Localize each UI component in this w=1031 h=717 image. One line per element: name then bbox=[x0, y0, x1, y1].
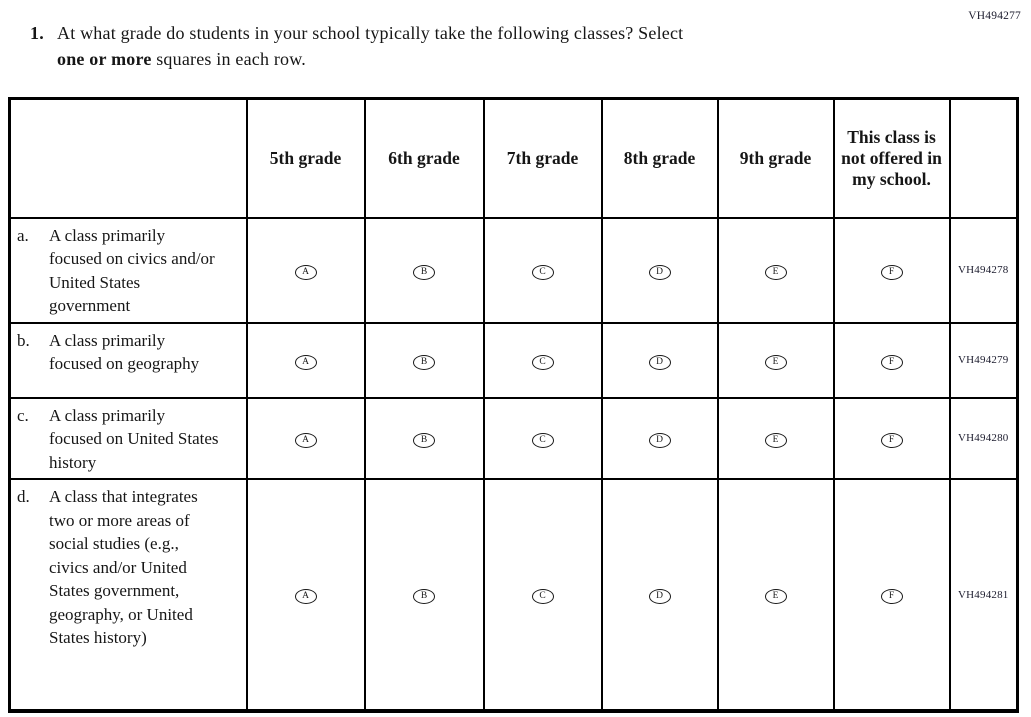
row-b-cell-7th: C bbox=[482, 321, 603, 399]
bubble-c-A[interactable]: A bbox=[294, 432, 317, 448]
question-line2: squares in each row. bbox=[151, 49, 306, 69]
row-d-cell-8th: D bbox=[600, 478, 719, 712]
bubble-d-B[interactable]: B bbox=[413, 589, 435, 604]
response-grid-table: 5th grade 6th grade 7th grade 8th grade … bbox=[8, 97, 1019, 713]
header-6th-grade: 6th grade bbox=[363, 97, 485, 219]
row-c-cell-7th: C bbox=[482, 396, 603, 480]
header-blank bbox=[8, 97, 248, 219]
bubble-d-E[interactable]: E bbox=[764, 589, 787, 604]
bubble-a-A[interactable]: A bbox=[294, 264, 317, 280]
table-row-a: a. A class primarily focused on civics a… bbox=[8, 216, 1019, 324]
bubble-d-C[interactable]: C bbox=[531, 589, 554, 604]
table-row-c: c. A class primarily focused on United S… bbox=[8, 396, 1019, 480]
row-a-item-code: VH494278 bbox=[948, 216, 1019, 324]
row-b-cell-9th: E bbox=[716, 321, 835, 399]
bubble-b-B[interactable]: B bbox=[413, 354, 435, 370]
question-bold-phrase: one or more bbox=[57, 49, 152, 69]
bubble-d-F[interactable]: F bbox=[880, 589, 903, 604]
bubble-d-A[interactable]: A bbox=[294, 589, 317, 604]
row-a-cell-8th: D bbox=[600, 216, 719, 324]
row-c-cell-8th: D bbox=[600, 396, 719, 480]
header-5th-grade: 5th grade bbox=[245, 97, 366, 219]
bubble-b-E[interactable]: E bbox=[764, 354, 787, 370]
row-d-cell-6th: B bbox=[363, 478, 485, 712]
table-row-b: b. A class primarily focused on geograph… bbox=[8, 321, 1019, 399]
bubble-a-E[interactable]: E bbox=[764, 264, 787, 280]
row-d-cell-9th: E bbox=[716, 478, 835, 712]
bubble-c-F[interactable]: F bbox=[880, 432, 903, 448]
header-row: 5th grade 6th grade 7th grade 8th grade … bbox=[8, 97, 1019, 219]
header-code-blank bbox=[948, 97, 1019, 219]
bubble-a-D[interactable]: D bbox=[648, 264, 671, 280]
row-d-cell-7th: C bbox=[482, 478, 603, 712]
row-d-cell-not-offered: F bbox=[832, 478, 951, 712]
bubble-b-F[interactable]: F bbox=[880, 354, 903, 370]
row-a-cell-9th: E bbox=[716, 216, 835, 324]
table-row-d: d. A class that integrates two or more a… bbox=[8, 478, 1019, 712]
row-d-letter: d. bbox=[17, 487, 30, 506]
row-a-letter: a. bbox=[17, 225, 29, 245]
header-8th-grade: 8th grade bbox=[600, 97, 719, 219]
bubble-c-B[interactable]: B bbox=[413, 432, 435, 448]
row-a-cell-not-offered: F bbox=[832, 216, 951, 324]
bubble-c-D[interactable]: D bbox=[648, 432, 671, 448]
row-c-letter: c. bbox=[17, 405, 29, 425]
row-b-label-cell: b. A class primarily focused on geograph… bbox=[8, 321, 248, 399]
question-block: 1. At what grade do students in your sch… bbox=[0, 0, 1031, 72]
row-a-cell-7th: C bbox=[482, 216, 603, 324]
header-7th-grade: 7th grade bbox=[482, 97, 603, 219]
bubble-c-C[interactable]: C bbox=[531, 432, 554, 448]
row-d-cell-5th: A bbox=[245, 478, 366, 712]
row-c-label-cell: c. A class primarily focused on United S… bbox=[8, 396, 248, 480]
question-text: At what grade do students in your school… bbox=[57, 20, 683, 72]
form-item-code-top: VH494277 bbox=[968, 10, 1021, 22]
row-b-label: A class primarily focused on geography bbox=[49, 330, 200, 374]
question-line1: At what grade do students in your school… bbox=[57, 23, 684, 43]
row-c-label: A class primarily focused on United Stat… bbox=[49, 405, 219, 472]
question-number: 1. bbox=[30, 23, 44, 43]
bubble-d-D[interactable]: D bbox=[648, 589, 671, 604]
header-not-offered: This class is not offered in my school. bbox=[832, 97, 951, 219]
row-b-cell-6th: B bbox=[363, 321, 485, 399]
row-c-cell-not-offered: F bbox=[832, 396, 951, 480]
bubble-c-E[interactable]: E bbox=[764, 432, 787, 448]
row-d-label-cell: d. A class that integrates two or more a… bbox=[8, 478, 248, 712]
row-c-cell-6th: B bbox=[363, 396, 485, 480]
row-b-item-code: VH494279 bbox=[948, 321, 1019, 399]
row-d-label: A class that integrates two or more area… bbox=[49, 487, 198, 647]
bubble-a-C[interactable]: C bbox=[531, 264, 554, 280]
row-a-cell-5th: A bbox=[245, 216, 366, 324]
bubble-b-C[interactable]: C bbox=[531, 354, 554, 370]
row-b-letter: b. bbox=[17, 330, 30, 350]
row-b-cell-5th: A bbox=[245, 321, 366, 399]
row-c-cell-9th: E bbox=[716, 396, 835, 480]
row-a-label: A class primarily focused on civics and/… bbox=[49, 225, 215, 316]
bubble-b-D[interactable]: D bbox=[648, 354, 671, 370]
row-d-item-code: VH494281 bbox=[948, 478, 1019, 712]
row-a-label-cell: a. A class primarily focused on civics a… bbox=[8, 216, 248, 324]
row-b-cell-not-offered: F bbox=[832, 321, 951, 399]
bubble-b-A[interactable]: A bbox=[294, 354, 317, 370]
header-9th-grade: 9th grade bbox=[716, 97, 835, 219]
row-a-cell-6th: B bbox=[363, 216, 485, 324]
row-b-cell-8th: D bbox=[600, 321, 719, 399]
bubble-a-F[interactable]: F bbox=[880, 264, 903, 280]
bubble-a-B[interactable]: B bbox=[413, 264, 435, 280]
row-c-item-code: VH494280 bbox=[948, 396, 1019, 480]
row-c-cell-5th: A bbox=[245, 396, 366, 480]
